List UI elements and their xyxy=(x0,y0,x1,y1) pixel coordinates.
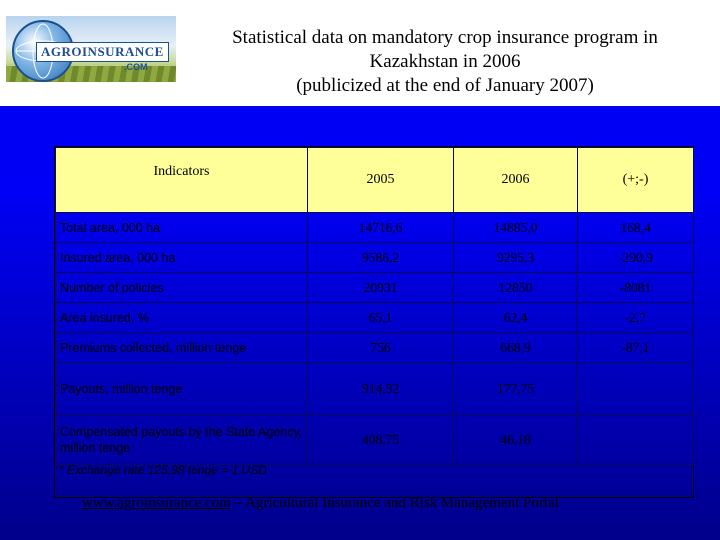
cell-2005: 65,1 xyxy=(307,302,454,333)
table-header-row: Indicators 2005 2006 (+;-) xyxy=(55,147,694,213)
table-row: Area insured, % 65,1 62,4 -2,7 xyxy=(55,302,694,333)
footer-description: – Agricultural Insurance and Risk Manage… xyxy=(230,495,559,511)
agroinsurance-logo[interactable]: AGROINSURANCE .COM xyxy=(6,16,176,82)
page-title: Statistical data on mandatory crop insur… xyxy=(190,26,700,98)
cell-2005: 408,75 xyxy=(307,414,454,465)
exchange-rate-footnote: * Exchange rate 125,98 tenge = 1 USD xyxy=(59,463,267,477)
cell-2006: 9295,3 xyxy=(453,242,578,273)
header-cell-indicators: Indicators xyxy=(55,147,308,213)
cell-2006: 14885,0 xyxy=(453,212,578,243)
cell-2005: 9586,2 xyxy=(307,242,454,273)
cell-2005: 14716,6 xyxy=(307,212,454,243)
cell-2005: 20931 xyxy=(307,272,454,303)
row-label: Premiums collected, million tenge xyxy=(55,332,308,363)
cell-diff: -8081 xyxy=(577,272,694,303)
header-cell-2006: 2006 xyxy=(453,147,578,213)
table-row: Premiums collected, million tenge 756 66… xyxy=(55,332,694,363)
table-row: Insured area, 000 ha 9586,2 9295,3 -290,… xyxy=(55,242,694,273)
cell-2006: 62,4 xyxy=(453,302,578,333)
portal-link[interactable]: www.agroinsurance.com xyxy=(82,495,231,511)
row-label: Total area, 000 ha xyxy=(55,212,308,243)
row-label: Number of policies xyxy=(55,272,308,303)
cell-diff: -87,1 xyxy=(577,332,694,363)
row-label: Insured area, 000 ha xyxy=(55,242,308,273)
logo-brand-text: AGROINSURANCE xyxy=(36,42,169,62)
logo-domain-text: .COM xyxy=(124,62,148,72)
cell-2005: 756 xyxy=(307,332,454,363)
cell-2006: 12850 xyxy=(453,272,578,303)
table-row: Payouts, million tenge 914,92 177,75 xyxy=(55,362,694,415)
row-label: Area insured, % xyxy=(55,302,308,333)
cell-diff xyxy=(577,362,694,415)
cell-2006: 668,9 xyxy=(453,332,578,363)
row-label: Compensated payouts by the State Agency,… xyxy=(55,414,308,465)
header-band: AGROINSURANCE .COM Statistical data on m… xyxy=(0,0,720,106)
cell-diff: 168,4 xyxy=(577,212,694,243)
cell-2006: 177,75 xyxy=(453,362,578,415)
statistics-table-panel: Indicators 2005 2006 (+;-) Total area, 0… xyxy=(54,146,694,498)
cell-diff xyxy=(577,414,694,465)
row-label: Payouts, million tenge xyxy=(55,362,308,415)
footer: www.agroinsurance.com – Agricultural Ins… xyxy=(82,495,682,512)
cell-diff: -2,7 xyxy=(577,302,694,333)
table-row: Number of policies 20931 12850 -8081 xyxy=(55,272,694,303)
cell-2005: 914,92 xyxy=(307,362,454,415)
table-row: Compensated payouts by the State Agency,… xyxy=(55,414,694,465)
statistics-table: Indicators 2005 2006 (+;-) Total area, 0… xyxy=(55,147,694,465)
title-line-1: Statistical data on mandatory crop insur… xyxy=(232,27,658,48)
cell-2006: 46,18 xyxy=(453,414,578,465)
title-line-3: (publicized at the end of January 2007) xyxy=(296,75,594,96)
cell-diff: -290,9 xyxy=(577,242,694,273)
header-cell-2005: 2005 xyxy=(307,147,454,213)
table-row: Total area, 000 ha 14716,6 14885,0 168,4 xyxy=(55,212,694,243)
title-line-2: Kazakhstan in 2006 xyxy=(369,51,521,72)
header-cell-diff: (+;-) xyxy=(577,147,694,213)
